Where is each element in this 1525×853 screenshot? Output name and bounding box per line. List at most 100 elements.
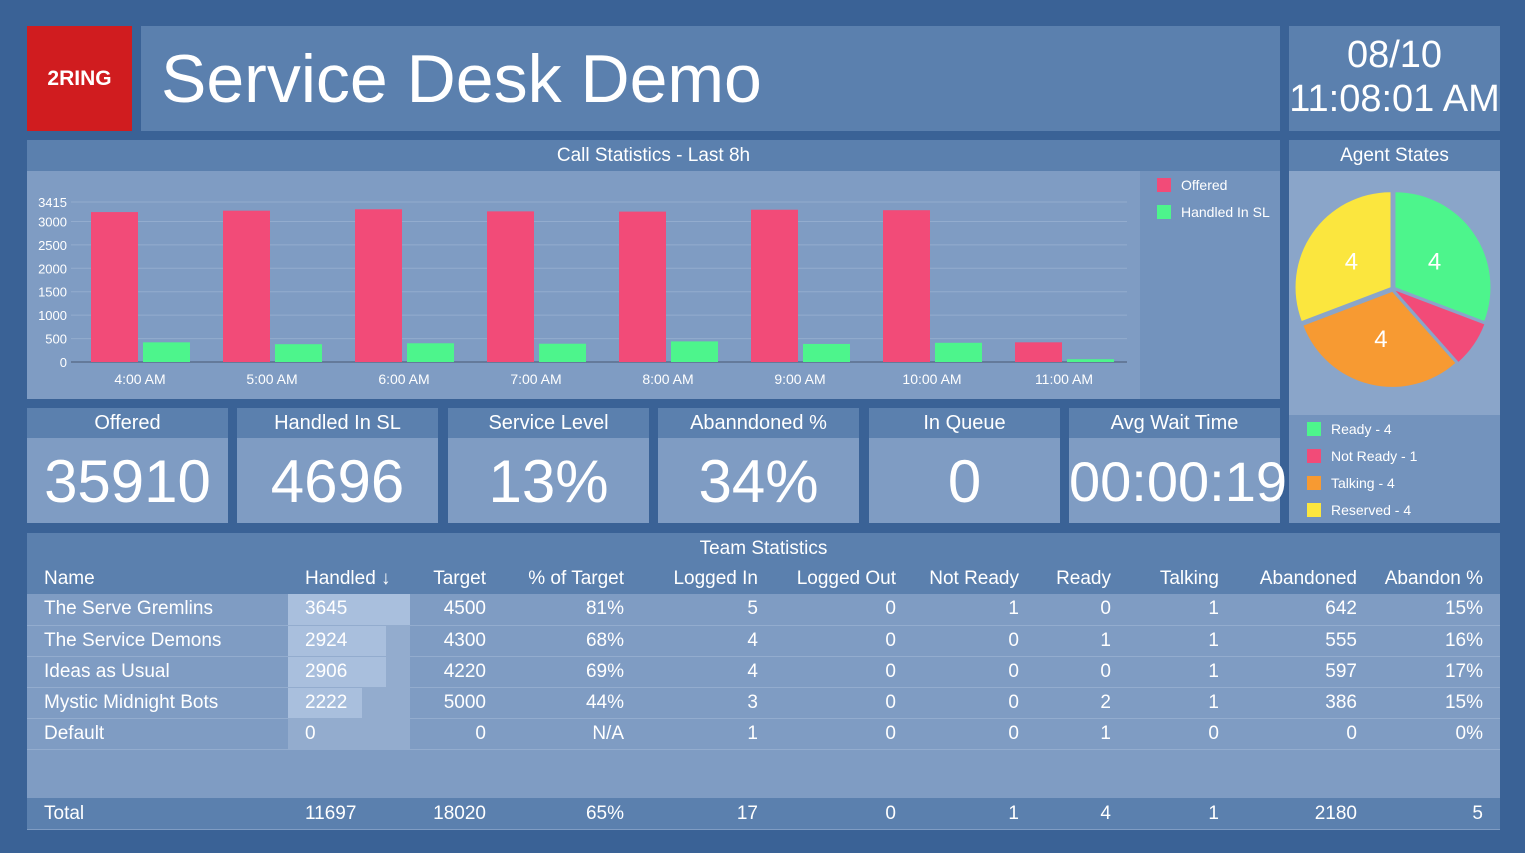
legend-swatch-talking — [1307, 476, 1321, 490]
bar-handled-in-sl[interactable] — [803, 343, 850, 362]
y-tick-label: 0 — [60, 355, 67, 370]
col-header-ready[interactable]: Ready — [1036, 564, 1128, 594]
bar-handled-in-sl[interactable] — [143, 342, 190, 362]
cell-target: 4300 — [410, 625, 503, 657]
legend-swatch-not-ready — [1307, 449, 1321, 463]
cell-logged-in: 4 — [641, 656, 775, 688]
col-header-abandoned[interactable]: Abandoned — [1236, 564, 1374, 594]
bar-handled-in-sl[interactable] — [1067, 359, 1114, 362]
agent-states-legend: Ready - 4 Not Ready - 1 Talking - 4 Rese… — [1289, 415, 1500, 523]
total-abandoned: 2180 — [1236, 798, 1374, 829]
col-header-logged-in[interactable]: Logged In — [641, 564, 775, 594]
bar-offered[interactable] — [619, 211, 666, 362]
cell-not-ready: 0 — [913, 718, 1036, 750]
col-header-target[interactable]: Target — [410, 564, 503, 594]
y-tick-label: 3415 — [38, 195, 67, 210]
col-header-name[interactable]: Name — [27, 564, 288, 594]
bar-offered[interactable] — [1015, 342, 1062, 362]
cell-target: 4220 — [410, 656, 503, 688]
pie-slice-label: 4 — [1428, 248, 1441, 275]
pie-slice-talking[interactable] — [1303, 291, 1456, 387]
cell-not-ready: 1 — [913, 594, 1036, 626]
cell-pct-target: 68% — [503, 625, 641, 657]
x-tick-label: 11:00 AM — [1035, 371, 1093, 387]
cell-handled-value: 2924 — [305, 629, 348, 651]
bar-handled-in-sl[interactable] — [407, 343, 454, 362]
bar-offered[interactable] — [883, 210, 930, 362]
kpi-offered-value: 35910 — [44, 448, 211, 515]
page-title: Service Desk Demo — [161, 40, 762, 117]
cell-handled-value: 0 — [305, 722, 316, 744]
legend-label-ready: Ready - 4 — [1331, 421, 1392, 437]
cell-ready: 1 — [1036, 718, 1128, 750]
bar-offered[interactable] — [91, 212, 138, 362]
table-row: Mystic Midnight Bots 2222 5000 44% 3 0 0… — [27, 687, 1500, 719]
table-row: The Service Demons 2924 4300 68% 4 0 0 1… — [27, 625, 1500, 657]
cell-handled: 2924 — [288, 625, 410, 657]
pie-slice-ready[interactable] — [1395, 192, 1491, 321]
team-statistics-title: Team Statistics — [27, 533, 1500, 564]
cell-ready: 2 — [1036, 687, 1128, 719]
legend-swatch-reserved — [1307, 503, 1321, 517]
kpi-service-level-value: 13% — [488, 448, 609, 515]
col-header-talking[interactable]: Talking — [1128, 564, 1236, 594]
bar-handled-in-sl[interactable] — [275, 344, 322, 362]
handled-bar — [288, 625, 386, 656]
col-header-handled[interactable]: Handled ↓ — [288, 564, 410, 594]
cell-name: Default — [27, 718, 288, 750]
kpi-abandoned-pct-label: Abanndoned % — [658, 408, 859, 438]
kpi-handled-in-sl: Handled In SL 4696 — [237, 408, 438, 523]
cell-handled: 2906 — [288, 656, 410, 688]
legend-item-reserved: Reserved - 4 — [1307, 502, 1411, 518]
total-handled: 11697 — [288, 798, 410, 829]
x-tick-label: 7:00 AM — [510, 371, 561, 387]
total-not-ready: 1 — [913, 798, 1036, 829]
cell-pct-target: 69% — [503, 656, 641, 688]
cell-abandoned: 555 — [1236, 625, 1374, 657]
total-logged-in: 17 — [641, 798, 775, 829]
y-tick-label: 2500 — [38, 238, 67, 253]
team-statistics-panel: Team Statistics Name Handled ↓ Target % … — [27, 533, 1500, 830]
legend-item-ready: Ready - 4 — [1307, 421, 1392, 437]
title-bar: Service Desk Demo — [141, 26, 1280, 131]
y-tick-label: 1000 — [38, 308, 67, 323]
pie-slice-not-ready[interactable] — [1395, 290, 1485, 362]
kpi-handled-in-sl-value: 4696 — [270, 448, 405, 515]
agent-states-pie-area: 4 4 4 — [1289, 171, 1500, 415]
legend-label-not-ready: Not Ready - 1 — [1331, 448, 1418, 464]
logo-text: 2RING — [47, 66, 112, 90]
bar-handled-in-sl[interactable] — [935, 342, 982, 362]
bar-offered[interactable] — [751, 209, 798, 362]
col-header-logged-out[interactable]: Logged Out — [775, 564, 913, 594]
cell-logged-out: 0 — [775, 656, 913, 688]
cell-handled: 3645 — [288, 594, 410, 626]
bar-offered[interactable] — [487, 211, 534, 362]
cell-not-ready: 0 — [913, 625, 1036, 657]
handled-bar — [288, 687, 363, 718]
table-spacer-row — [27, 749, 1500, 798]
cell-abandoned: 642 — [1236, 594, 1374, 626]
bar-handled-in-sl[interactable] — [539, 343, 586, 362]
cell-not-ready: 0 — [913, 656, 1036, 688]
call-statistics-panel: Call Statistics - Last 8h 0 500 1000 1500 20… — [27, 140, 1280, 399]
legend-swatch-offered — [1157, 178, 1171, 192]
cell-logged-out: 0 — [775, 594, 913, 626]
bar-offered[interactable] — [355, 209, 402, 362]
x-tick-label: 5:00 AM — [246, 371, 297, 387]
col-header-not-ready[interactable]: Not Ready — [913, 564, 1036, 594]
cell-name: The Serve Gremlins — [27, 594, 288, 626]
call-statistics-title: Call Statistics - Last 8h — [27, 140, 1280, 171]
legend-label-talking: Talking - 4 — [1331, 475, 1395, 491]
bar-handled-in-sl[interactable] — [671, 341, 718, 362]
kpi-offered: Offered 35910 — [27, 408, 228, 523]
bar-offered[interactable] — [223, 210, 270, 362]
col-header-abandon-pct[interactable]: Abandon % — [1374, 564, 1500, 594]
col-header-pct-target[interactable]: % of Target — [503, 564, 641, 594]
pie-slice-reserved[interactable] — [1295, 192, 1391, 321]
y-tick-label: 2000 — [38, 261, 67, 276]
brand-logo: 2RING — [27, 26, 132, 131]
cell-logged-in: 4 — [641, 625, 775, 657]
agent-states-pie: 4 4 4 — [1295, 192, 1491, 387]
legend-swatch-ready — [1307, 422, 1321, 436]
pie-slice-label: 4 — [1374, 326, 1387, 353]
